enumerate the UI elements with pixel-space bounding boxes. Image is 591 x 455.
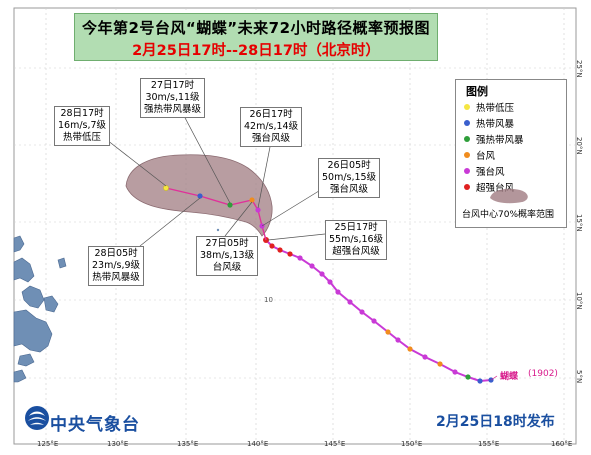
callout-category: 超强台风级 xyxy=(332,246,380,257)
legend-dot-icon xyxy=(464,152,470,158)
callout-27-17: 27日17时 30m/s,11级 强热带风暴级 xyxy=(140,78,206,118)
callout-time: 26日05时 xyxy=(327,160,371,171)
lon-tick: 160°E xyxy=(551,440,573,448)
lon-tick: 145°E xyxy=(324,440,346,448)
lat-tick: 20°N xyxy=(575,137,583,155)
legend-label: 热带低压 xyxy=(476,103,515,114)
storm-name-leader xyxy=(490,375,498,381)
issue-time: 2月25日18时发布 xyxy=(436,414,555,430)
legend-label: 热带风暴 xyxy=(476,119,515,130)
callout-category: 热带低压 xyxy=(63,132,102,143)
track-point xyxy=(452,369,458,375)
track-point xyxy=(359,309,365,315)
track-point xyxy=(297,255,303,261)
callout-27-05: 27日05时 38m/s,13级 台风级 xyxy=(196,236,259,276)
callout-leaders xyxy=(106,113,328,247)
lon-tick: 125°E xyxy=(37,440,59,448)
callout-time: 27日17时 xyxy=(150,80,195,91)
land-philippines xyxy=(13,235,67,383)
callout-wind: 16m/s,7级 xyxy=(58,120,107,131)
map-subtitle-time-range: 2月25日17时--28日17时（北京时） xyxy=(132,43,380,59)
callout-26-05: 26日05时 50m/s,15级 强台风级 xyxy=(318,158,381,198)
lon-tick: 140°E xyxy=(247,440,269,448)
track-point xyxy=(422,354,428,360)
map-title: 今年第2号台风“蝴蝶”未来72小时路径概率预报图 xyxy=(81,19,431,37)
lat-tick: 15°N xyxy=(575,214,583,232)
track-point xyxy=(385,329,391,335)
legend-label: 强热带风暴 xyxy=(476,135,524,146)
inner-lat-label: 10 xyxy=(264,296,273,304)
agency-logo-graphic xyxy=(25,406,49,430)
callout-wind: 30m/s,11级 xyxy=(145,92,200,103)
track-point xyxy=(309,263,315,269)
lat-tick: 25°N xyxy=(575,60,583,78)
legend-label: 台风 xyxy=(476,151,496,162)
track-point xyxy=(395,337,401,343)
legend-title: 图例 xyxy=(466,85,488,98)
legend-dot-icon xyxy=(464,168,470,174)
forecast-point-27-05 xyxy=(249,197,255,203)
callout-28-17: 28日17时 16m/s,7级 热带低压 xyxy=(54,106,111,146)
observed-track-points xyxy=(263,237,494,384)
callout-category: 台风级 xyxy=(212,262,242,273)
track-point xyxy=(335,289,341,295)
track-point xyxy=(319,271,325,277)
callout-category: 强台风级 xyxy=(330,184,369,195)
callout-category: 热带风暴级 xyxy=(92,272,140,283)
callout-28-05: 28日05时 23m/s,9级 热带风暴级 xyxy=(88,246,145,286)
track-point xyxy=(269,243,275,249)
storm-name-label: 蝴蝶 xyxy=(500,372,519,382)
callout-time: 28日05时 xyxy=(94,248,138,259)
callout-25-17: 25日17时 55m/s,16级 超强台风级 xyxy=(325,220,388,260)
legend-dot-icon xyxy=(464,104,470,110)
callout-time: 27日05时 xyxy=(205,238,249,249)
forecast-point-28-17 xyxy=(163,185,169,191)
legend-label: 强台风 xyxy=(476,167,505,178)
legend-dot-icon xyxy=(464,120,470,126)
callout-26-17: 26日17时 42m/s,14级 强台风级 xyxy=(240,107,303,147)
callout-wind: 55m/s,16级 xyxy=(329,234,384,245)
callout-category: 强台风级 xyxy=(252,133,291,144)
lat-tick: 5°N xyxy=(575,370,583,384)
lon-tick: 150°E xyxy=(401,440,423,448)
legend-probability-label: 台风中心70%概率范围 xyxy=(462,210,555,220)
legend-probability-swatch xyxy=(490,188,528,204)
track-point xyxy=(327,279,333,285)
callout-time: 26日17时 xyxy=(249,109,293,120)
track-point xyxy=(407,346,413,352)
callout-wind: 42m/s,14级 xyxy=(244,121,299,132)
agency-name: 中央气象台 xyxy=(50,415,140,435)
callout-wind: 38m/s,13级 xyxy=(200,250,255,261)
track-point xyxy=(371,318,377,324)
lat-tick: 10°N xyxy=(575,292,583,310)
lon-tick: 135°E xyxy=(177,440,199,448)
callout-wind: 23m/s,9级 xyxy=(92,260,141,271)
callout-time: 25日17时 xyxy=(334,222,378,233)
track-point xyxy=(437,361,443,367)
track-point xyxy=(477,378,483,384)
track-point xyxy=(465,374,471,380)
legend-dot-icon xyxy=(464,184,470,190)
track-point xyxy=(347,299,353,305)
callout-wind: 50m/s,15级 xyxy=(322,172,377,183)
forecast-point-26-17 xyxy=(255,207,261,213)
forecast-point-27-17 xyxy=(227,202,233,208)
title-box: 今年第2号台风“蝴蝶”未来72小时路径概率预报图 2月25日17时--28日17… xyxy=(74,13,438,61)
legend-dot-icon xyxy=(464,136,470,142)
forecast-point-28-05 xyxy=(197,193,203,199)
lon-tick: 130°E xyxy=(107,440,129,448)
legend-label: 超强台风 xyxy=(476,183,515,194)
legend-panel: 图例 热带低压 热带风暴 强热带风暴 台风 强台风 超强台风 台风中心70%概率… xyxy=(455,79,567,228)
callout-category: 强热带风暴级 xyxy=(144,104,202,115)
lon-tick: 155°E xyxy=(478,440,500,448)
track-point xyxy=(277,247,283,253)
track-point xyxy=(287,251,293,257)
callout-time: 28日17时 xyxy=(60,108,104,119)
storm-code-label: (1902) xyxy=(528,369,558,379)
